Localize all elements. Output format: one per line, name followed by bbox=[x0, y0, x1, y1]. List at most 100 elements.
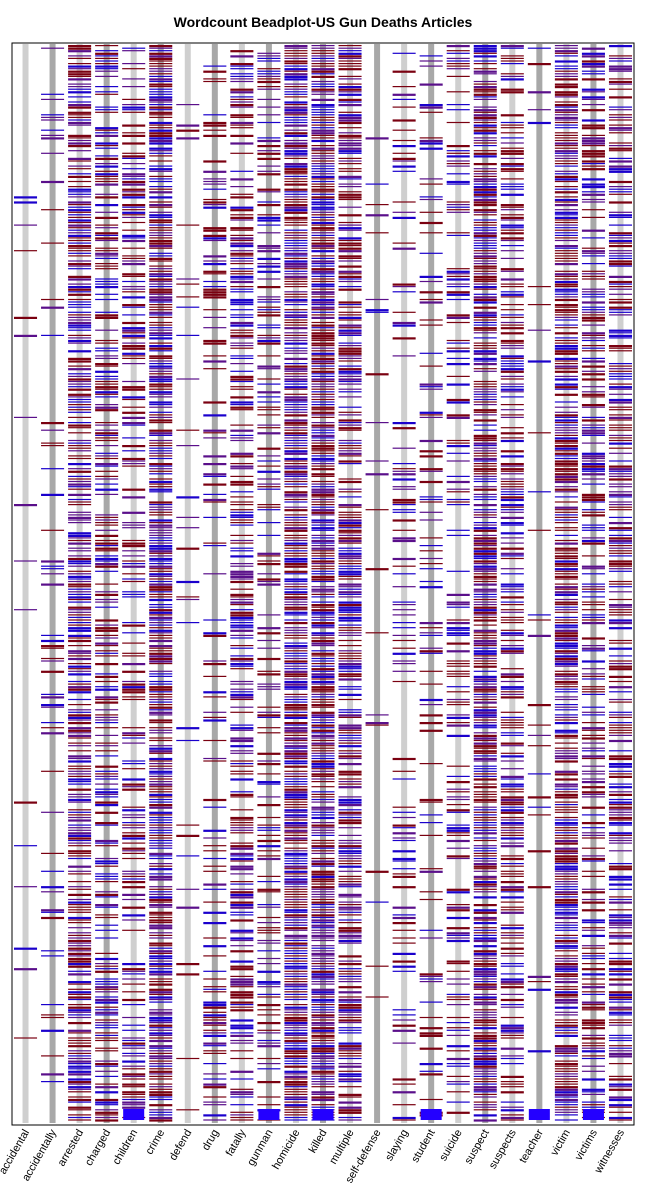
bead-victims bbox=[581, 52, 605, 55]
bead-crime bbox=[149, 1065, 173, 1067]
bead-killed bbox=[311, 391, 335, 393]
bead-witnesses bbox=[608, 863, 632, 865]
bead-fatally bbox=[230, 511, 254, 513]
bead-arrested bbox=[68, 106, 92, 109]
bead-multiple bbox=[338, 529, 362, 532]
bead-gunman bbox=[257, 560, 281, 562]
bead-multiple bbox=[338, 1019, 362, 1022]
bead-gunman bbox=[257, 337, 281, 339]
bead-drug bbox=[203, 945, 227, 948]
bead-witnesses bbox=[608, 868, 632, 871]
bead-children bbox=[122, 329, 146, 332]
bead-killed bbox=[311, 965, 335, 967]
bead-homicide bbox=[284, 1037, 308, 1039]
bead-victims bbox=[581, 855, 605, 857]
bead-victim bbox=[554, 947, 578, 949]
bead-drug bbox=[203, 260, 227, 262]
bead-max-victims bbox=[582, 1109, 604, 1120]
bead-killed bbox=[311, 975, 335, 978]
bead-children bbox=[122, 345, 146, 348]
bead-suicide bbox=[446, 475, 470, 477]
bead-arrested bbox=[68, 116, 92, 118]
bead-suspect bbox=[473, 1047, 497, 1050]
bead-children bbox=[122, 832, 146, 834]
bead-fatally bbox=[230, 396, 254, 399]
bead-killed bbox=[311, 722, 335, 724]
bead-drug bbox=[203, 1004, 227, 1007]
bead-crime bbox=[149, 298, 173, 302]
bead-drug bbox=[203, 1073, 227, 1075]
bead-crime bbox=[149, 321, 173, 324]
bead-killed bbox=[311, 301, 335, 304]
bead-arrested bbox=[68, 645, 92, 647]
bead-crime bbox=[149, 470, 173, 472]
bead-fatally bbox=[230, 711, 254, 713]
bead-victim bbox=[554, 309, 578, 312]
bead-suspects bbox=[500, 278, 524, 281]
bead-suspect bbox=[473, 314, 497, 317]
bead-accidentally bbox=[41, 334, 65, 336]
rail-fatally bbox=[238, 44, 245, 1123]
bead-victim bbox=[554, 1070, 578, 1072]
bead-crime bbox=[149, 922, 173, 924]
bead-victim bbox=[554, 232, 578, 234]
bead-arrested bbox=[68, 404, 92, 406]
bead-suspect bbox=[473, 337, 497, 339]
bead-crime bbox=[149, 806, 173, 809]
bead-children bbox=[122, 111, 146, 113]
bead-killed bbox=[311, 811, 335, 813]
bead-killed bbox=[311, 401, 335, 403]
bead-victims bbox=[581, 137, 605, 140]
bead-victim bbox=[554, 1083, 578, 1085]
bead-arrested bbox=[68, 778, 92, 781]
bead-fatally bbox=[230, 345, 254, 347]
bead-arrested bbox=[68, 942, 92, 944]
bead-crime bbox=[149, 537, 173, 539]
bead-killed bbox=[311, 219, 335, 221]
bead-student bbox=[419, 252, 443, 254]
bead-suspects bbox=[500, 357, 524, 359]
bead-fatally bbox=[230, 578, 254, 580]
bead-gunman bbox=[257, 1014, 281, 1016]
bead-gunman bbox=[257, 52, 281, 54]
bead-gunman bbox=[257, 278, 281, 280]
bead-crime bbox=[149, 242, 173, 245]
bead-suicide bbox=[446, 109, 470, 111]
bead-gunman bbox=[257, 1081, 281, 1084]
bead-suspects bbox=[500, 245, 524, 247]
bead-arrested bbox=[68, 573, 92, 575]
bead-crime bbox=[149, 419, 173, 422]
bead-suspect bbox=[473, 450, 497, 452]
bead-charged bbox=[95, 280, 119, 283]
bead-victim bbox=[554, 975, 578, 977]
bead-arrested bbox=[68, 1016, 92, 1019]
bead-fatally bbox=[230, 829, 254, 831]
bead-victims bbox=[581, 78, 605, 81]
bead-killed bbox=[311, 606, 335, 608]
bead-gunman bbox=[257, 460, 281, 462]
bead-gunman bbox=[257, 311, 281, 313]
bead-suspect bbox=[473, 1065, 497, 1068]
bead-teacher bbox=[527, 109, 551, 111]
bead-arrested bbox=[68, 781, 92, 783]
bead-witnesses bbox=[608, 824, 632, 826]
bead-killed bbox=[311, 157, 335, 159]
bead-fatally bbox=[230, 434, 254, 436]
bead-suspects bbox=[500, 239, 524, 242]
bead-arrested bbox=[68, 424, 92, 427]
bead-accidentally bbox=[41, 886, 65, 889]
bead-homicide bbox=[284, 283, 308, 285]
bead-suspect bbox=[473, 1009, 497, 1011]
bead-children bbox=[122, 555, 146, 557]
bead-victims bbox=[581, 737, 605, 740]
bead-children bbox=[122, 257, 146, 259]
bead-multiple bbox=[338, 688, 362, 690]
bead-children bbox=[122, 211, 146, 214]
bead-witnesses bbox=[608, 647, 632, 650]
bead-children bbox=[122, 1029, 146, 1031]
bead-victim bbox=[554, 852, 578, 854]
bead-suspect bbox=[473, 250, 497, 252]
bead-defend bbox=[176, 124, 200, 127]
bead-crime bbox=[149, 634, 173, 636]
bead-fatally bbox=[230, 996, 254, 999]
